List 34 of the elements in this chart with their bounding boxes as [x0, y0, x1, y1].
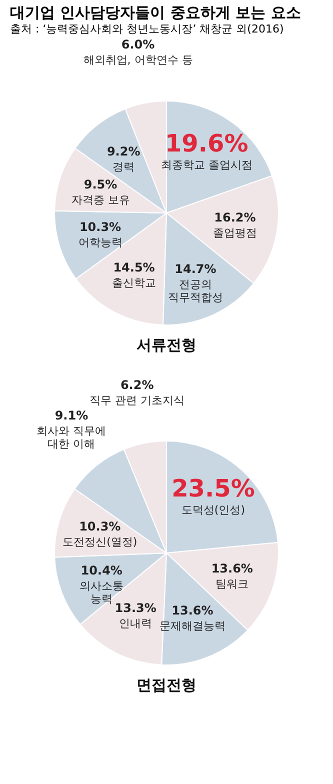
slice-label: 직무 관련 기초지식 — [90, 394, 185, 407]
slice-label: 경력 — [112, 160, 135, 174]
data-label: 10.4% — [80, 564, 122, 578]
slice-label: 졸업평점 — [212, 226, 257, 240]
slice-label: 출신학교 — [112, 276, 156, 290]
data-label: 14.5% — [113, 260, 155, 274]
text: 서류전형 — [136, 336, 196, 354]
data-label: 6.0% — [121, 38, 155, 52]
text: 면접전형 — [136, 676, 196, 694]
slice-label: 도덕성(인성) — [181, 504, 246, 517]
data-label: 9.2% — [106, 144, 140, 158]
data-label: 9.1% — [54, 408, 88, 422]
slice-label: 회사와 직무에 대한 이해 — [36, 424, 106, 450]
data-label: 16.2% — [214, 210, 256, 225]
data-label: 10.3% — [79, 220, 122, 234]
chart-subtitle: 출처 : ‘능력중심사회와 청년노동시장’ 채창균 외(2016) — [10, 22, 284, 36]
data-label: 23.5% — [172, 474, 255, 503]
data-label: 6.2% — [120, 378, 154, 392]
data-label: 19.6% — [164, 129, 248, 158]
data-label: 13.6% — [211, 562, 253, 576]
data-label: 13.6% — [172, 603, 214, 618]
slice-label: 어학능력 — [78, 236, 122, 249]
slice-label: 인내력 — [119, 617, 152, 630]
slice-label: 자격증 보유 — [71, 193, 130, 206]
data-label: 10.3% — [79, 519, 121, 534]
slice-label: 최종학교 졸업시점 — [160, 158, 252, 172]
slice-label: 문제해결능력 — [159, 619, 226, 632]
chart-title: 대기업 인사담당자들이 중요하게 보는 요소 — [10, 4, 301, 22]
slice-label: 해외취업, 어학연수 등 — [83, 54, 193, 67]
slice-label: 도전정신(열정) — [62, 535, 138, 548]
data-label: 9.5% — [84, 177, 118, 192]
slice-label: 전공의 직무적합성 — [168, 278, 223, 304]
data-label: 14.7% — [174, 262, 216, 276]
slice-label: 팀워크 — [216, 578, 249, 591]
